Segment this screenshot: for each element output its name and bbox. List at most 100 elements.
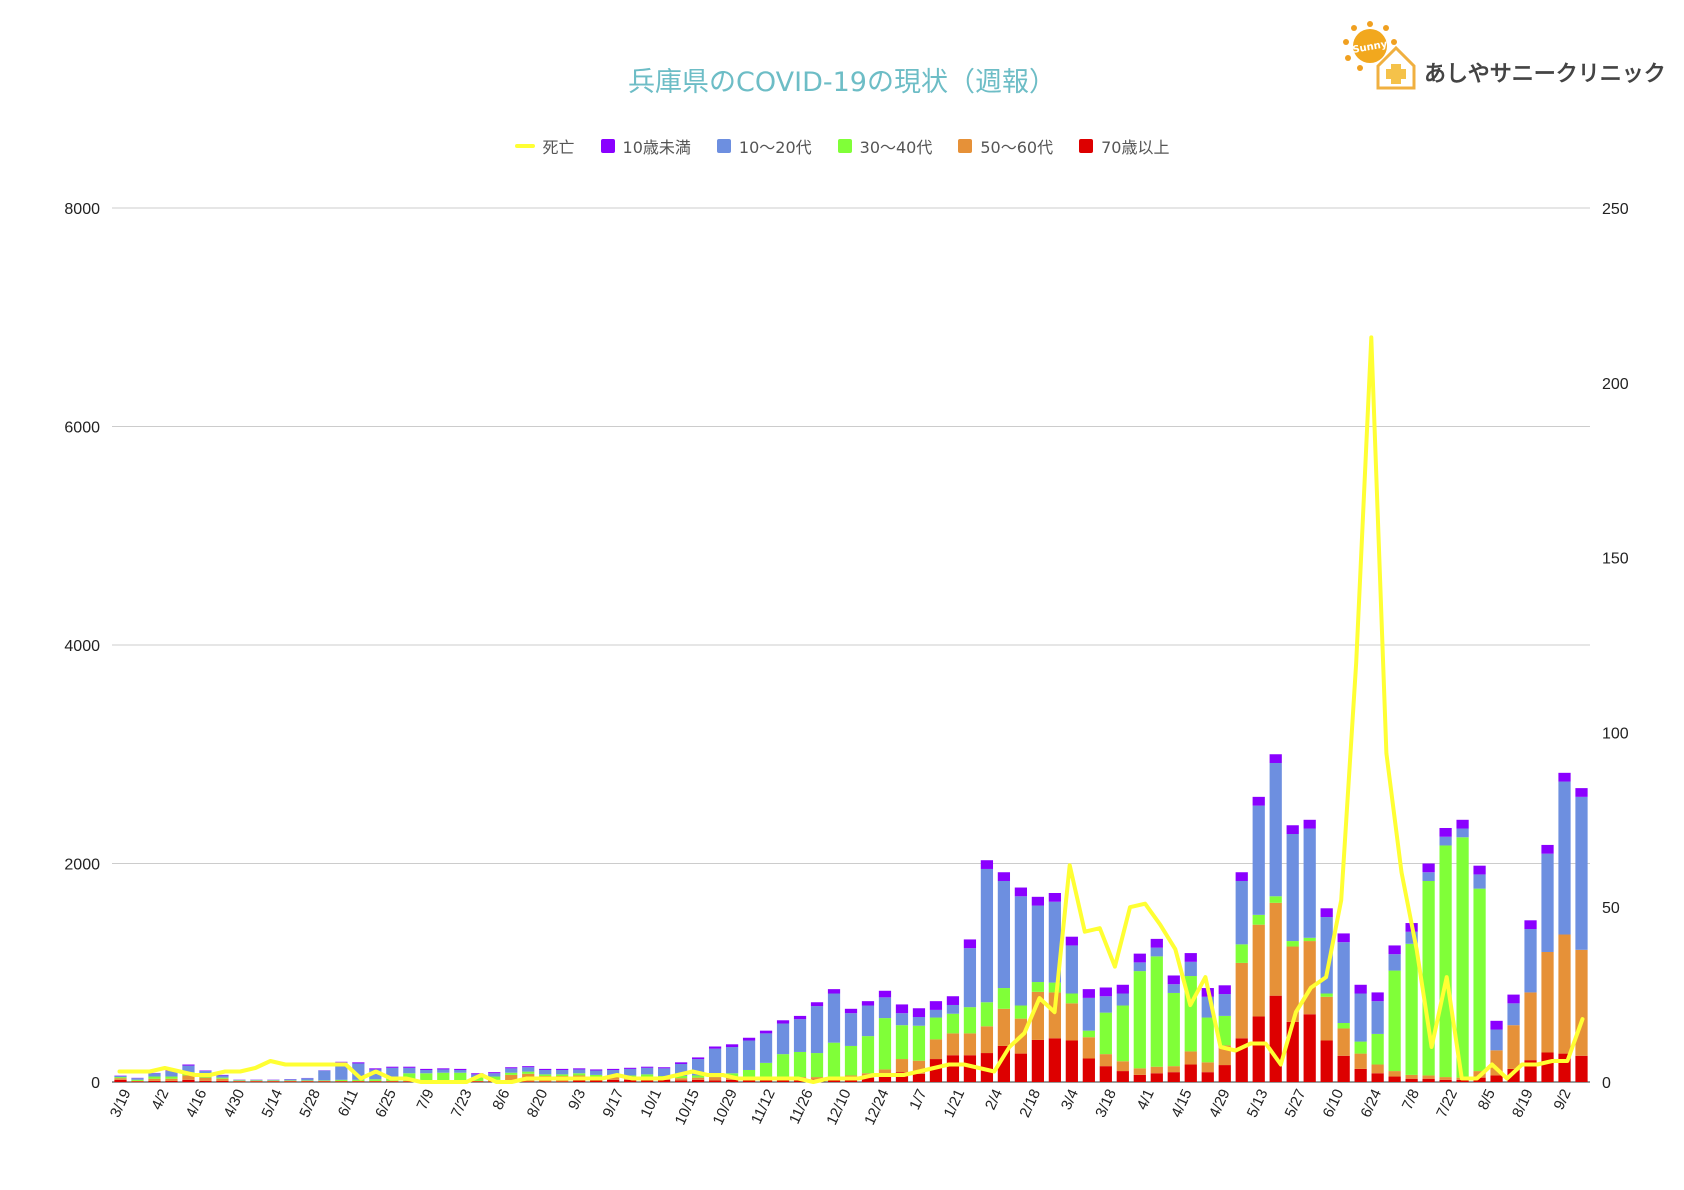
x-tick-label: 2/18 [1016,1087,1044,1121]
bar-segment [1439,827,1452,837]
bar-segment [403,1081,416,1082]
x-tick-label: 5/27 [1282,1087,1310,1121]
x-tick-label: 11/12 [748,1087,779,1127]
bar-segment [1422,872,1435,881]
bar-segment [1065,936,1078,946]
bar-segment [895,1013,909,1026]
x-tick-label: 6/10 [1320,1087,1348,1121]
bar-segment [776,1023,790,1055]
bar-segment [1473,874,1486,889]
bar-segment [1320,908,1333,918]
bar-segment [454,1068,467,1070]
bar-segment [793,1051,807,1078]
bar-segment [742,1069,756,1077]
bar-segment [539,1069,552,1075]
bar-segment [1014,887,1028,897]
bar-segment [1099,1012,1112,1055]
bar-segment [539,1074,552,1076]
x-tick-label: 4/29 [1206,1087,1234,1121]
bar-segment [844,1045,858,1076]
bar-segment [742,1079,756,1082]
bar-segment [1099,1066,1112,1082]
bar-segment [607,1077,620,1080]
bar-segment [1354,1041,1367,1054]
bar-segment [861,1036,875,1074]
bar-segment [1337,933,1350,943]
bar-segment [284,1081,297,1082]
bar-segment [1218,1015,1231,1046]
bar-segment [912,1073,926,1082]
bar-segment [488,1076,501,1080]
bar-segment [1473,888,1486,1072]
y-tick-label-left: 6000 [64,420,100,437]
bar-segment [1235,962,1248,1039]
death-series-line [117,335,1585,1084]
bar-segment [1456,837,1469,1078]
bar-segment [980,860,994,869]
bar-segment [980,868,994,1003]
bar-segment [1422,880,1435,1076]
bar-segment [878,990,892,998]
bar-segment [861,1001,875,1006]
bar-segment [505,1068,518,1073]
bar-segment [1218,1065,1231,1082]
bar-segment [318,1081,331,1082]
bar-segment [352,1081,365,1082]
legend-label: 死亡 [542,138,575,157]
bar-segment [1422,1075,1435,1079]
sun-house-icon: Sunny [1343,21,1416,90]
bar-segment [471,1081,484,1082]
bar-segment [335,1061,348,1063]
bar-segment [1541,853,1554,952]
bar-segment [980,1026,994,1054]
bar-segment [233,1080,246,1082]
bar-segment [878,1018,892,1070]
bar-segment [759,1033,773,1063]
x-tick-label: 9/17 [599,1087,627,1121]
y-tick-label-right: 50 [1602,900,1620,917]
bar-segment [573,1069,586,1074]
bar-segment [505,1072,518,1075]
bar-segment [658,1079,671,1082]
bar-segment [1405,1078,1418,1082]
bar-segment [1133,962,1146,972]
bar-segment [1354,1068,1367,1082]
bar-segment [1269,754,1282,763]
bar-segment [708,1046,722,1049]
bar-segment [708,1077,722,1081]
bar-segment [674,1078,688,1081]
bar-segment [1099,987,1112,997]
bar-segment [1473,865,1486,875]
bar-segment [1150,947,1163,957]
bar-segment [267,1080,280,1082]
bar-segment [471,1073,484,1075]
bar-segment [1116,1061,1129,1072]
x-tick-label: 4/2 [148,1087,172,1113]
bar-segment [369,1081,382,1082]
legend-swatch [958,139,973,153]
bar-segment [114,1078,127,1080]
bar-segment [895,1072,909,1082]
x-tick-label: 10/1 [637,1087,665,1121]
bar-segment [759,1062,773,1079]
bar-segment [1337,1028,1350,1056]
bar-segment [131,1079,144,1081]
bar-segment [1269,762,1282,897]
bar-segment [1303,819,1316,829]
bar-segment [505,1074,518,1082]
bar-segment [1082,989,1095,998]
x-tick-label: 5/14 [258,1087,286,1121]
bar-segment [335,1079,348,1081]
bar-segment [148,1078,161,1081]
legend-label: 50～60代 [980,138,1054,157]
y-tick-label-right: 100 [1602,725,1629,742]
bar-segment [1541,844,1554,854]
bar-segment [165,1076,178,1079]
chart-legend: 死亡 10歳未満 10～20代 30～40代 50～60代 70歳以上 [0,134,1684,158]
bar-segment [1575,1055,1588,1082]
legend-swatch [837,139,852,153]
bar-segment [1524,992,1537,1061]
bar-segment [301,1080,314,1082]
bar-segment [1031,896,1044,906]
bar-segment [1031,991,1044,1040]
